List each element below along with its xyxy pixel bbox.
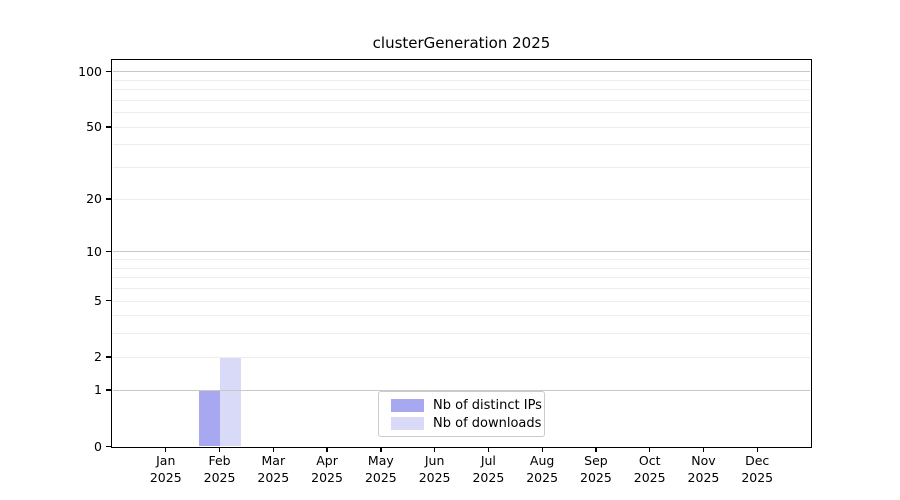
x-tick-month: Aug — [529, 453, 555, 468]
y-tick-mark — [106, 389, 112, 391]
legend-label-downloads: Nb of downloads — [433, 415, 542, 431]
x-tick-mark — [218, 447, 221, 452]
x-tick-year: 2025 — [633, 469, 666, 485]
x-tick-label-sep: Sep 2025 — [564, 453, 628, 486]
gridline-major — [113, 389, 810, 391]
x-tick-year: 2025 — [364, 469, 397, 485]
x-tick-label-may: May 2025 — [349, 453, 413, 486]
y-tick-mark — [106, 126, 112, 128]
x-tick-mark — [272, 447, 274, 452]
y-tick-label: 100 — [78, 63, 102, 79]
y-tick-label: 2 — [94, 349, 102, 365]
x-tick-mark — [649, 447, 651, 452]
legend-swatch-distinct-ips — [391, 398, 424, 412]
x-tick-label-oct: Oct 2025 — [618, 453, 682, 486]
chart-title: clusterGeneration 2025 — [372, 34, 551, 52]
y-tick-label: 0 — [94, 438, 102, 454]
y-tick-label: 50 — [86, 119, 102, 135]
y-tick-mark — [106, 356, 112, 358]
x-tick-month: Nov — [691, 453, 716, 468]
x-tick-month: Jul — [480, 453, 496, 468]
x-tick-mark — [434, 447, 436, 452]
x-tick-year: 2025 — [257, 469, 290, 485]
x-tick-month: May — [367, 453, 394, 468]
y-tick-label: 5 — [94, 293, 102, 308]
x-tick-month: Sep — [584, 453, 608, 468]
x-tick-label-mar: Mar 2025 — [241, 453, 305, 486]
x-tick-year: 2025 — [418, 469, 451, 485]
x-tick-mark — [595, 447, 597, 452]
gridline-minor — [113, 112, 810, 114]
gridline-major — [113, 251, 810, 253]
x-tick-month: Oct — [638, 453, 661, 468]
x-tick-month: Jan — [156, 453, 176, 468]
x-tick-year: 2025 — [311, 469, 343, 485]
legend: Nb of distinct IPs Nb of downloads — [378, 391, 545, 437]
gridline-major — [113, 71, 810, 73]
x-tick-month: Apr — [316, 453, 338, 468]
x-tick-mark — [165, 447, 167, 452]
y-tick-mark — [106, 70, 112, 73]
x-tick-label-jul: Jul 2025 — [456, 453, 520, 486]
x-tick-mark — [541, 447, 543, 452]
x-tick-label-jan: Jan 2025 — [134, 453, 198, 486]
gridline-minor — [113, 89, 810, 91]
gridline-minor — [113, 144, 810, 146]
x-tick-mark — [702, 447, 705, 452]
x-tick-mark — [326, 447, 328, 452]
y-tick-mark — [106, 445, 112, 447]
x-tick-label-aug: Aug 2025 — [510, 453, 574, 486]
gridline-minor — [113, 167, 810, 169]
x-tick-month: Mar — [261, 453, 286, 468]
gridline-minor — [113, 267, 810, 269]
legend-item-distinct-ips: Nb of distinct IPs — [391, 398, 542, 413]
legend-item-downloads: Nb of downloads — [391, 416, 541, 431]
y-tick-mark — [106, 250, 112, 253]
y-tick-label: 1 — [94, 382, 102, 398]
gridline-minor — [113, 287, 810, 289]
x-tick-label-nov: Nov 2025 — [671, 453, 735, 486]
gridline-minor — [113, 99, 810, 101]
x-tick-mark — [756, 447, 758, 452]
gridline-minor — [113, 259, 810, 261]
legend-swatch-downloads — [391, 416, 424, 430]
x-tick-year: 2025 — [526, 469, 559, 485]
x-tick-mark — [487, 447, 490, 452]
gridline-minor — [113, 277, 810, 279]
x-tick-label-jun: Jun 2025 — [403, 453, 467, 486]
x-tick-month: Feb — [208, 453, 231, 468]
x-tick-year: 2025 — [203, 469, 236, 485]
bar-distinct-ips-feb — [198, 389, 220, 446]
gridline-minor — [113, 356, 810, 358]
x-tick-year: 2025 — [580, 469, 612, 485]
gridline-minor — [113, 315, 810, 317]
y-tick-mark — [106, 300, 112, 302]
gridline-minor — [113, 300, 810, 302]
gridline-minor — [113, 126, 810, 128]
x-tick-month: Dec — [745, 453, 770, 468]
gridline-minor — [113, 79, 810, 81]
x-tick-label-feb: Feb 2025 — [188, 453, 252, 486]
x-tick-label-apr: Apr 2025 — [295, 453, 359, 486]
x-tick-label-dec: Dec 2025 — [725, 453, 789, 486]
x-tick-year: 2025 — [149, 469, 182, 485]
y-tick-mark — [106, 198, 112, 200]
x-tick-year: 2025 — [741, 469, 774, 485]
x-tick-year: 2025 — [687, 469, 720, 485]
y-tick-label: 20 — [86, 191, 102, 207]
x-tick-mark — [380, 447, 382, 452]
gridline-minor — [113, 333, 810, 335]
x-tick-year: 2025 — [472, 469, 505, 485]
y-tick-label: 10 — [86, 243, 102, 259]
gridline-minor — [113, 198, 810, 200]
x-tick-month: Jun — [424, 453, 445, 468]
bar-downloads-feb — [219, 356, 241, 446]
legend-label-distinct-ips: Nb of distinct IPs — [433, 397, 542, 413]
